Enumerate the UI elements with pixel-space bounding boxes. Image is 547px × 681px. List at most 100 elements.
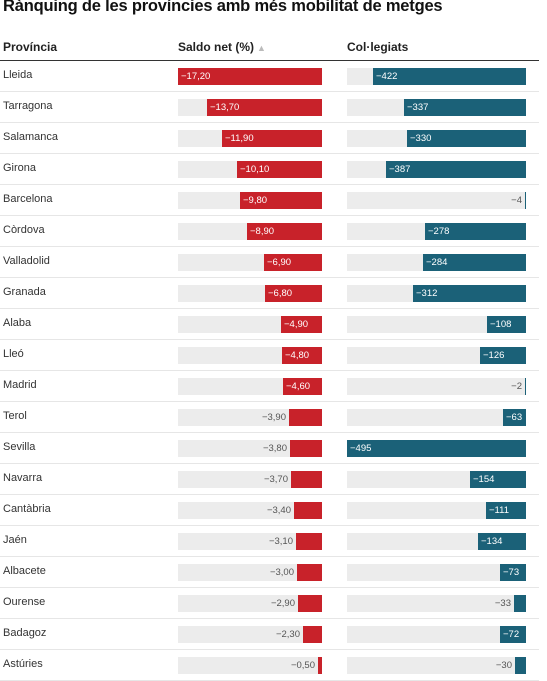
table-row: Navarra −3,70 −154 [0,464,539,495]
colegiats-bar [486,502,526,519]
table-row: Astúries −0,50 −30 [0,650,539,681]
saldo-bar-track: −9,80 [178,192,322,209]
row-divider [0,587,539,588]
colegiats-bar-track: −495 [347,440,526,457]
colegiats-value-label: −134 [481,536,503,547]
colegiats-value-label: −422 [376,71,398,82]
province-name: Madrid [3,379,37,391]
colegiats-value-label: −63 [506,412,523,423]
table-row: Còrdova −8,90 −278 [0,216,539,247]
saldo-value-label: −11,90 [225,133,254,144]
colegiats-bar-track: −73 [347,564,526,581]
saldo-bar [222,130,322,147]
column-header-colegiats[interactable]: Col·legiats [347,40,409,54]
saldo-bar [303,626,322,643]
colegiats-bar-track: −154 [347,471,526,488]
saldo-bar-track: −8,90 [178,223,322,240]
table-row: Cantàbria −3,40 −111 [0,495,539,526]
saldo-bar-track: −4,90 [178,316,322,333]
saldo-bar [282,347,322,364]
saldo-value-label: −3,00 [269,567,294,578]
colegiats-value-label: −312 [416,288,438,299]
saldo-value-label: −3,70 [263,474,288,485]
row-divider [0,494,539,495]
row-divider [0,556,539,557]
colegiats-bar [470,471,526,488]
colegiats-value-label: −387 [389,164,411,175]
saldo-value-label: −6,80 [268,288,293,299]
saldo-bar [281,316,322,333]
saldo-bar [289,409,322,426]
colegiats-bar [407,130,526,147]
saldo-value-label: −3,10 [268,536,293,547]
saldo-bar [318,657,322,674]
saldo-bar [237,161,322,178]
colegiats-bar-track: −4 [347,192,526,209]
row-divider [0,370,539,371]
colegiats-bar-track: −387 [347,161,526,178]
colegiats-bar-track: −33 [347,595,526,612]
saldo-value-label: −4,90 [284,319,309,330]
row-divider [0,277,539,278]
row-divider [0,308,539,309]
colegiats-bar [425,223,526,240]
colegiats-value-label: −337 [407,102,429,113]
saldo-value-label: −4,60 [286,381,311,392]
saldo-value-label: −2,90 [270,598,295,609]
row-divider [0,153,539,154]
saldo-value-label: −8,90 [250,226,275,237]
colegiats-value-label: −2 [511,381,522,392]
saldo-bar [290,440,322,457]
province-name: Jaén [3,534,27,546]
province-name: Albacete [3,565,46,577]
row-divider [0,401,539,402]
row-divider [0,215,539,216]
colegiats-value-label: −278 [428,226,450,237]
colegiats-bar-track: −2 [347,378,526,395]
province-name: Terol [3,410,27,422]
colegiats-bar [478,533,526,550]
table-row: Badagoz −2,30 −72 [0,619,539,650]
saldo-value-label: −3,80 [262,443,287,454]
saldo-bar [178,68,322,85]
table-row: Tarragona −13,70 −337 [0,92,539,123]
saldo-bar-track: −3,10 [178,533,322,550]
table-row: Ourense −2,90 −33 [0,588,539,619]
table-row: Terol −3,90 −63 [0,402,539,433]
saldo-bar [264,254,322,271]
province-name: Lleó [3,348,24,360]
saldo-bar [247,223,322,240]
province-name: Ourense [3,596,46,608]
province-name: Alaba [3,317,32,329]
colegiats-bar [404,99,526,116]
province-name: Badagoz [3,627,47,639]
colegiats-bar-track: −330 [347,130,526,147]
column-header-saldo[interactable]: Saldo net (%) ▲ [178,40,266,54]
saldo-bar [296,533,322,550]
colegiats-bar-track: −126 [347,347,526,364]
colegiats-bar-track: −337 [347,99,526,116]
province-name: Salamanca [3,131,59,143]
saldo-bar-track: −4,80 [178,347,322,364]
colegiats-bar [386,161,526,178]
saldo-bar [291,471,322,488]
saldo-bar [297,564,322,581]
sort-ascending-icon[interactable]: ▲ [257,43,266,53]
colegiats-value-label: −495 [350,443,372,454]
colegiats-value-label: −284 [426,257,448,268]
colegiats-bar-track: −134 [347,533,526,550]
saldo-bar-track: −6,80 [178,285,322,302]
column-header-provincia[interactable]: Província [3,40,58,54]
row-divider [0,184,539,185]
saldo-bar-track: −6,90 [178,254,322,271]
saldo-value-label: −3,40 [266,505,291,516]
colegiats-bar-track: −422 [347,68,526,85]
row-divider [0,618,539,619]
colegiats-value-label: −4 [511,195,522,206]
province-name: Navarra [3,472,43,484]
table-row: Barcelona −9,80 −4 [0,185,539,216]
province-name: Còrdova [3,224,45,236]
table-row: Jaén −3,10 −134 [0,526,539,557]
table-row: Girona −10,10 −387 [0,154,539,185]
row-divider [0,463,539,464]
